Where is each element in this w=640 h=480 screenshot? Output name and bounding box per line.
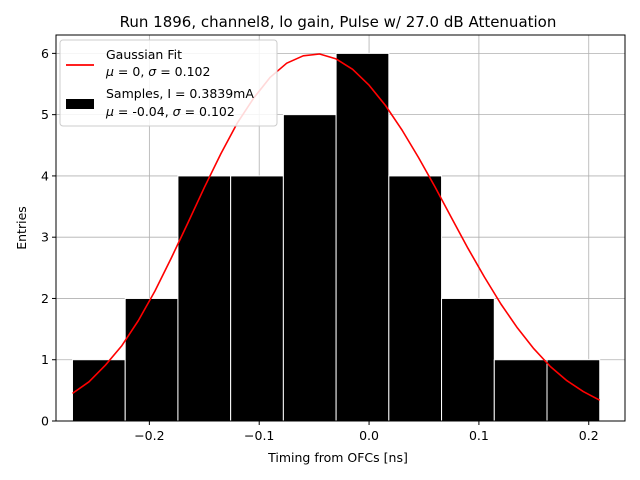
x-tick-label: −0.2 (134, 428, 164, 443)
legend-fit-label: Gaussian Fit (106, 47, 182, 62)
histogram-bars (71, 52, 601, 422)
histogram-bar (177, 175, 232, 422)
y-tick-label: 1 (41, 352, 49, 367)
y-tick-label: 6 (41, 46, 49, 61)
y-axis-label: Entries (14, 206, 29, 250)
y-axis-ticks: 0 1 2 3 4 5 6 (41, 46, 56, 429)
histogram-bar (441, 297, 495, 422)
histogram-bar (282, 114, 337, 422)
legend-samples-stats: μ = -0.04, σ = 0.102 (105, 104, 235, 119)
histogram-bar (388, 175, 443, 422)
x-axis-label: Timing from OFCs [ns] (267, 450, 408, 465)
y-tick-label: 5 (41, 107, 49, 122)
legend-fit-mu: μ (105, 64, 114, 79)
legend-samples-label: Samples, I = 0.3839mA (106, 86, 254, 101)
histogram-bar (335, 52, 390, 422)
legend-samples-mu: μ (105, 104, 114, 119)
legend-samples-swatch (66, 99, 94, 109)
plot-frame (55, 34, 626, 422)
legend-fit-stats: μ = 0, σ = 0.102 (105, 64, 210, 79)
y-tick-label: 2 (41, 291, 49, 306)
legend-box (59, 39, 278, 127)
legend-samples-sigma: σ (173, 104, 182, 119)
y-tick-label: 0 (41, 414, 49, 429)
histogram-bar (493, 359, 548, 422)
legend-fit-sigma: σ (148, 64, 157, 79)
x-tick-label: 0.1 (469, 428, 489, 443)
histogram-bar (124, 297, 179, 422)
histogram-bar (230, 175, 284, 422)
y-tick-label: 4 (41, 168, 49, 183)
gaussian-fit-line (72, 53, 601, 401)
x-tick-label: 0.0 (359, 428, 379, 443)
histogram-bar (546, 359, 601, 422)
x-axis-ticks: −0.2 −0.1 0.0 0.1 0.2 (134, 421, 599, 443)
y-tick-label: 3 (41, 230, 49, 245)
legend: Gaussian Fit μ = 0, σ = 0.102 Samples, I… (59, 39, 278, 127)
x-tick-label: −0.1 (244, 428, 274, 443)
chart-title: Run 1896, channel8, lo gain, Pulse w/ 27… (120, 13, 557, 31)
x-tick-label: 0.2 (579, 428, 599, 443)
histogram-bar (71, 359, 126, 422)
